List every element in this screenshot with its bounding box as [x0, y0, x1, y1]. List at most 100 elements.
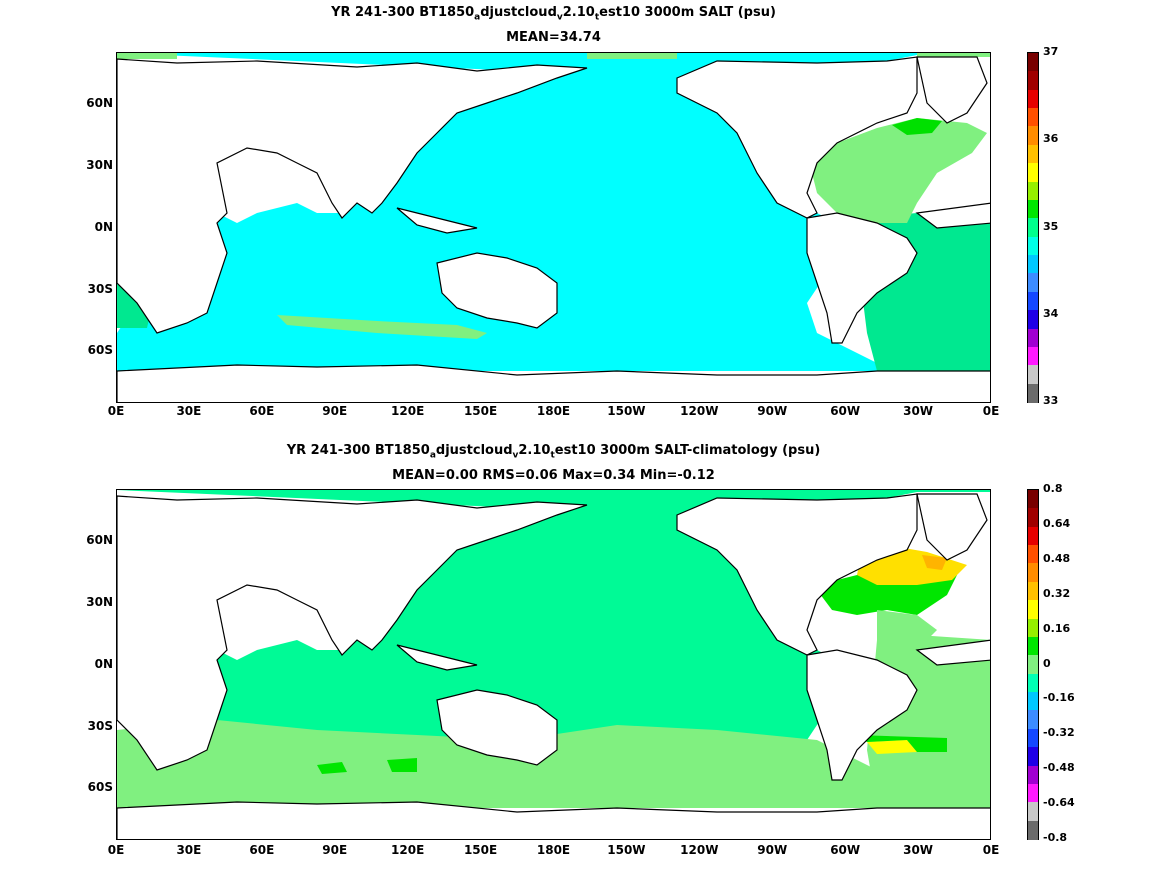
- chart-2-colorbar-label: 0.64: [1043, 516, 1071, 530]
- chart-2-colorbar-segment: [1028, 673, 1038, 693]
- chart-2-colorbar-segment: [1028, 655, 1038, 675]
- chart-1-colorbar-label: 37: [1043, 45, 1059, 58]
- chart-1-land-africa-west: [915, 202, 990, 229]
- chart-2-land-australia: [436, 689, 558, 766]
- chart-2-colorbar-segment: [1028, 563, 1038, 583]
- chart-2-xtick: 120W: [680, 843, 719, 857]
- chart-1-land-greenland: [916, 56, 988, 124]
- chart-1-colorbar-segment: [1028, 53, 1038, 72]
- chart-1-colorbar-segment: [1028, 310, 1038, 330]
- chart-1-land-antarctica: [117, 364, 990, 402]
- chart-2-colorbar-label: 0.16: [1043, 621, 1071, 635]
- chart-1-colorbar-segment: [1028, 144, 1038, 164]
- chart-1-xtick: 180E: [536, 404, 571, 418]
- chart-2-ytick: 30S: [87, 719, 113, 733]
- chart-1-colorbar-segment: [1028, 163, 1038, 183]
- chart-2-colorbar-segment: [1028, 710, 1038, 730]
- chart-2-xtick: 60E: [249, 843, 275, 857]
- chart-1-colorbar-segment: [1028, 346, 1038, 366]
- chart-1-xtick: 150E: [463, 404, 498, 418]
- chart-1-title: YR 241-300 BT1850adjustcloudv2.10test10 …: [331, 5, 776, 23]
- chart-2-colorbar-label: 0.8: [1043, 482, 1063, 495]
- chart-1-colorbar-segment: [1028, 89, 1038, 109]
- chart-2-colorbar-segment: [1028, 747, 1038, 767]
- chart-1-colorbar: [1027, 52, 1039, 403]
- chart-1-colorbar-segment: [1028, 218, 1038, 238]
- chart-1-land-australia: [436, 252, 558, 329]
- chart-1-colorbar-segment: [1028, 236, 1038, 256]
- chart-1-map: [116, 52, 991, 403]
- chart-2-colorbar-label: -0.64: [1043, 796, 1075, 810]
- chart-1-colorbar-segment: [1028, 181, 1038, 201]
- chart-2-land-greenland: [916, 493, 988, 561]
- chart-2-colorbar-segment: [1028, 636, 1038, 656]
- chart-2-colorbar-label: 0: [1043, 656, 1051, 670]
- chart-2-colorbar-label: 0.32: [1043, 586, 1071, 600]
- chart-2-region-subpolar-core: [922, 555, 947, 570]
- chart-2-colorbar: [1027, 489, 1039, 840]
- chart-2-colorbar-label: 0.48: [1043, 551, 1071, 565]
- chart-2-colorbar-segment: [1028, 802, 1038, 822]
- chart-1-colorbar-label: 34: [1043, 306, 1059, 320]
- chart-1-colorbar-label: 36: [1043, 132, 1059, 146]
- chart-2-subtitle: MEAN=0.00 RMS=0.06 Max=0.34 Min=-0.12: [392, 468, 715, 483]
- chart-1-land-north-america: [676, 56, 918, 219]
- chart-2-land-indonesia: [396, 644, 478, 671]
- chart-2-colorbar-segment: [1028, 728, 1038, 748]
- chart-2-ytick: 60S: [87, 780, 113, 794]
- chart-2-colorbar-segment: [1028, 600, 1038, 620]
- chart-2-colorbar-segment: [1028, 545, 1038, 565]
- chart-2-region-spot-a: [317, 762, 347, 774]
- chart-1-colorbar-segment: [1028, 71, 1038, 91]
- chart-1-colorbar-segment: [1028, 255, 1038, 275]
- chart-2-svg: [117, 490, 990, 839]
- chart-2-colorbar-segment: [1028, 526, 1038, 546]
- chart-1-colorbar-segment: [1028, 126, 1038, 146]
- chart-2-ytick: 60N: [86, 533, 113, 547]
- chart-1-xtick: 30E: [176, 404, 202, 418]
- chart-1-xtick: 120E: [391, 404, 425, 418]
- chart-1-colorbar-label: 33: [1043, 394, 1059, 407]
- chart-2-xtick: 0E: [107, 843, 125, 857]
- chart-1-colorbar-segment: [1028, 383, 1038, 403]
- chart-2-land-antarctica: [117, 801, 990, 839]
- chart-2-xtick: 30E: [176, 843, 202, 857]
- chart-1-xtick: 90W: [757, 404, 788, 418]
- chart-2-region-sa-yellow: [867, 740, 917, 754]
- chart-1-land-eurasia: [117, 58, 588, 334]
- chart-1-region-labrador: [892, 118, 942, 135]
- chart-2-ocean-fields: [117, 490, 990, 808]
- chart-2-colorbar-segment: [1028, 508, 1038, 528]
- chart-2-land-north-america: [676, 493, 918, 656]
- chart-2-colorbar-label: -0.48: [1043, 761, 1075, 775]
- chart-1-region-pacific: [117, 53, 990, 371]
- chart-2-colorbar-segment: [1028, 692, 1038, 712]
- chart-2-xtick: 150E: [463, 843, 498, 857]
- chart-1-xtick: 0E: [982, 404, 1000, 418]
- chart-2-xtick: 180E: [536, 843, 571, 857]
- chart-2-ytick: 30N: [86, 595, 113, 609]
- chart-2-land-south-america: [806, 649, 918, 781]
- chart-2-region-north-atlantic-edge: [877, 610, 937, 655]
- chart-2-colorbar-segment: [1028, 765, 1038, 785]
- chart-1-colorbar-segment: [1028, 199, 1038, 219]
- chart-1-xtick: 60E: [249, 404, 275, 418]
- chart-2-xtick: 120E: [391, 843, 425, 857]
- chart-2-land-eurasia: [117, 495, 588, 771]
- chart-2-continents: [117, 493, 990, 839]
- chart-1-colorbar-segment: [1028, 291, 1038, 311]
- chart-2-colorbar-label: -0.32: [1043, 726, 1075, 740]
- chart-1-land-indonesia: [396, 207, 478, 234]
- chart-1-ytick: 60S: [87, 343, 113, 357]
- chart-1-colorbar-segment: [1028, 108, 1038, 128]
- chart-1-xtick: 0E: [107, 404, 125, 418]
- chart-2-region-spot-b: [387, 758, 417, 772]
- chart-1-colorbar-segment: [1028, 328, 1038, 348]
- chart-2-colorbar-segment: [1028, 581, 1038, 601]
- chart-1-colorbar-segment: [1028, 365, 1038, 385]
- chart-2-land-africa-west: [915, 639, 990, 666]
- chart-1-subtitle: MEAN=34.74: [506, 30, 601, 45]
- chart-1-continents: [117, 56, 990, 402]
- chart-2-xtick: 60W: [830, 843, 861, 857]
- chart-2-region-pacific: [117, 490, 990, 808]
